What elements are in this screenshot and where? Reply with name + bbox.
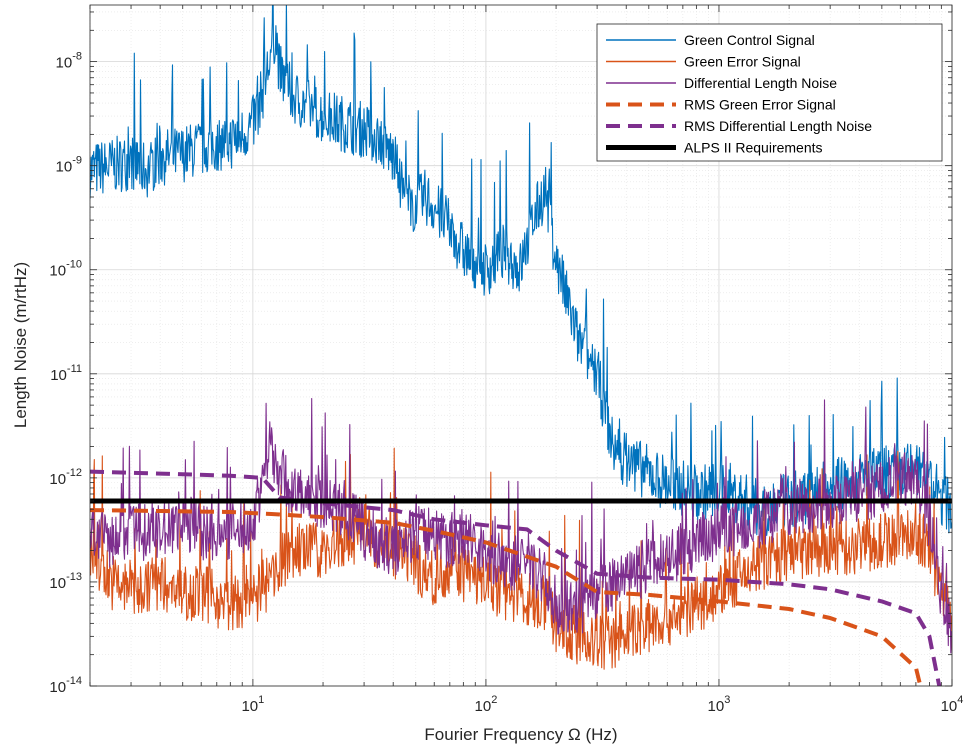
- y-tick-label-base: 10: [49, 575, 66, 592]
- y-tick-label-base: 10: [50, 367, 67, 384]
- y-tick-label: 10-8: [56, 51, 82, 72]
- legend-label: RMS Green Error Signal: [684, 97, 836, 113]
- x-tick-label-base: 10: [241, 698, 258, 715]
- x-tick-labels: 101 102 103 104: [241, 694, 963, 715]
- y-tick-label-base: 10: [49, 471, 66, 488]
- y-tick-label-exp: -11: [67, 363, 82, 375]
- y-axis-label: Length Noise (m/rtHz): [11, 262, 30, 428]
- y-tick-label: 10-12: [49, 467, 82, 488]
- legend-label: Green Control Signal: [684, 32, 815, 48]
- x-tick-label: 104: [941, 694, 964, 715]
- y-tick-label-base: 10: [56, 55, 73, 72]
- y-tick-label: 10-10: [49, 259, 82, 280]
- x-tick-label-base: 10: [475, 698, 492, 715]
- x-tick-label-base: 10: [941, 698, 958, 715]
- legend-label: RMS Differential Length Noise: [684, 118, 872, 134]
- x-axis-label: Fourier Frequency Ω (Hz): [424, 725, 617, 744]
- y-tick-label: 10-11: [50, 363, 82, 384]
- y-tick-label-exp: -14: [66, 675, 82, 687]
- y-tick-label-exp: -10: [66, 259, 82, 271]
- x-tick-label: 102: [475, 694, 498, 715]
- x-tick-label-exp: 1: [258, 694, 264, 706]
- legend: Green Control Signal Green Error Signal Di…: [597, 24, 942, 161]
- legend-label: Green Error Signal: [684, 54, 801, 70]
- y-tick-label-exp: -13: [66, 571, 82, 583]
- y-tick-label: 10-13: [49, 571, 82, 592]
- x-tick-label: 101: [241, 694, 264, 715]
- y-tick-label: 10-9: [56, 155, 82, 176]
- y-tick-label-exp: -8: [72, 51, 82, 63]
- y-tick-label-base: 10: [49, 679, 66, 696]
- x-tick-label-exp: 4: [957, 694, 963, 706]
- x-tick-label-exp: 3: [724, 694, 730, 706]
- y-tick-label-base: 10: [56, 159, 73, 176]
- x-tick-label-base: 10: [708, 698, 725, 715]
- y-tick-label-exp: -9: [72, 155, 82, 167]
- y-tick-label-exp: -12: [66, 467, 82, 479]
- y-tick-label: 10-14: [49, 675, 82, 696]
- legend-label: Differential Length Noise: [684, 75, 837, 91]
- x-tick-label-exp: 2: [491, 694, 497, 706]
- x-tick-label: 103: [708, 694, 731, 715]
- legend-label: ALPS II Requirements: [684, 140, 823, 156]
- y-tick-label-base: 10: [49, 263, 66, 280]
